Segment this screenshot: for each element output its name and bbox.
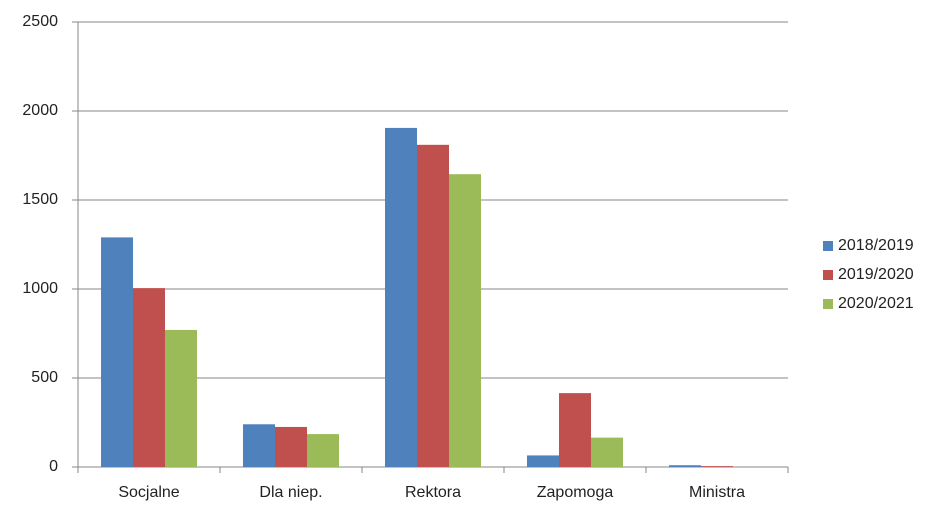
bar xyxy=(701,466,733,467)
bar xyxy=(133,288,165,467)
bar xyxy=(275,426,307,467)
legend-label: 2018/2019 xyxy=(838,237,914,254)
x-tick-label: Dla niep. xyxy=(259,484,322,501)
bar xyxy=(669,465,701,467)
x-tick-label: Zapomoga xyxy=(537,484,614,501)
bar xyxy=(449,174,481,467)
legend-label: 2020/2021 xyxy=(838,295,914,312)
legend-swatch xyxy=(823,299,833,309)
y-tick-label: 1500 xyxy=(22,191,58,208)
bar xyxy=(385,127,417,467)
bar xyxy=(101,237,133,467)
bar xyxy=(591,437,623,467)
x-tick-label: Socjalne xyxy=(118,484,179,501)
bar xyxy=(307,434,339,467)
y-tick-label: 2000 xyxy=(22,102,58,119)
legend-swatch xyxy=(823,270,833,280)
legend-swatch xyxy=(823,241,833,251)
y-tick-label: 500 xyxy=(31,369,58,386)
y-tick-label: 2500 xyxy=(22,13,58,30)
bar xyxy=(417,144,449,467)
x-tick-label: Rektora xyxy=(405,484,461,501)
bar xyxy=(243,424,275,467)
y-tick-label: 1000 xyxy=(22,280,58,297)
bar xyxy=(165,329,197,467)
bar xyxy=(527,455,559,467)
x-tick-label: Ministra xyxy=(689,484,745,501)
bar xyxy=(559,393,591,467)
y-tick-label: 0 xyxy=(49,458,58,475)
legend-label: 2019/2020 xyxy=(838,266,914,283)
